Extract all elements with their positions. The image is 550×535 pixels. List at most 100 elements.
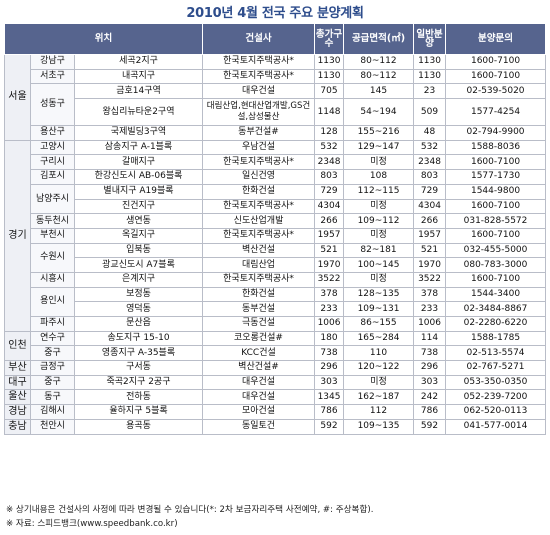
total-units-cell: 3522 (314, 271, 345, 288)
site-cell: 죽곡2지구 2공구 (73, 374, 204, 391)
total-units-cell: 303 (314, 374, 345, 391)
inquiry-cell: 02-794-9900 (445, 125, 547, 141)
developer-cell: 우남건설 (202, 139, 316, 156)
inquiry-cell: 02-513-5574 (445, 345, 547, 362)
inquiry-cell: 062-520-0113 (445, 404, 547, 420)
developer-cell: 코오롱건설# (202, 330, 316, 347)
site-cell: 세곡2지구 (73, 54, 204, 70)
inquiry-cell: 1600-7100 (445, 68, 547, 85)
total-units-cell: 1345 (314, 389, 345, 406)
table-row: 서초구 내곡지구 한국토지주택공사* 1130 80~112 1130 1600-7100 (5, 68, 547, 85)
site-cell: 전하동 (73, 389, 204, 406)
table-row: 왕십리뉴타운2구역 대림산업,현대산업개발,GS건설,삼성물산 1148 54~194… (5, 98, 547, 127)
general-sale-cell: 532 (413, 139, 447, 156)
inquiry-cell: 1600-7100 (445, 154, 547, 171)
inquiry-cell: 02-2280-6220 (445, 316, 547, 332)
area-cell: 80~112 (343, 68, 415, 85)
header-inquiry: 분양문의 (445, 23, 547, 55)
general-sale-cell: 1957 (413, 227, 447, 244)
general-sale-cell: 1970 (413, 257, 447, 273)
site-cell: 별내지구 A19블록 (73, 183, 204, 200)
developer-cell: 대우건설 (202, 389, 316, 406)
developer-cell: 한국토지주택공사* (202, 198, 316, 215)
general-sale-cell: 48 (413, 125, 447, 141)
table-row: 영덕동 동부건설 233 109~131 233 02-3484-8867 (5, 301, 547, 317)
total-units-cell: 729 (314, 183, 345, 200)
site-cell: 은계지구 (73, 271, 204, 288)
table-row: 수원시 입북동 벽산건설 521 82~181 521 032-455-5000 (5, 242, 547, 273)
region-cell: 충남 (4, 418, 31, 435)
area-cell: 100~145 (343, 257, 415, 273)
general-sale-cell: 521 (413, 242, 447, 259)
area-cell: 54~194 (343, 98, 415, 127)
table-body: 서울 강남구 세곡2지구 한국토지주택공사* 1130 80~112 1130 1600-71… (4, 54, 547, 435)
region-cell: 대구 (4, 374, 31, 391)
table-row: 용인시 보정동 한화건설 378 128~135 378 1544-3400 (5, 286, 547, 318)
area-cell: 80~112 (343, 54, 415, 70)
site-cell: 삼송지구 A-1블록 (73, 139, 204, 156)
area-cell: 미정 (343, 227, 415, 244)
inquiry-cell: 02-3484-8867 (445, 301, 547, 317)
area-cell: 109~135 (343, 418, 415, 435)
total-units-cell: 1006 (314, 316, 345, 332)
area-cell: 미정 (343, 271, 415, 288)
area-cell: 108 (343, 169, 415, 185)
city-cell: 중구 (30, 374, 75, 391)
total-units-cell: 4304 (314, 198, 345, 215)
city-cell: 연수구 (30, 330, 75, 347)
developer-cell: 한국토지주택공사* (202, 227, 316, 244)
developer-cell: 한화건설 (202, 183, 316, 200)
developer-cell: 한국토지주택공사* (202, 68, 316, 85)
site-cell: 생연동 (73, 213, 204, 229)
header-row: 위치 건설사 총가구수 공급면적(㎡) 일반분양 분양문의 (3, 23, 547, 55)
general-sale-cell: 114 (413, 330, 447, 347)
table-row: 경기 고양시 삼송지구 A-1블록 우남건설 532 129~147 532 1588-803… (4, 139, 547, 332)
site-cell: 문산읍 (73, 316, 204, 332)
total-units-cell: 705 (314, 83, 345, 100)
area-cell: 86~155 (343, 316, 415, 332)
city-cell: 김해시 (30, 404, 75, 420)
site-cell: 송도지구 15-10 (73, 330, 204, 347)
region-cell: 경남 (4, 404, 31, 420)
total-units-cell: 266 (314, 213, 345, 229)
footnote-changes: ※ 상기내용은 건설사의 사정에 따라 변경될 수 있습니다(*: 2차 보금자… (6, 505, 374, 515)
inquiry-cell: 041-577-0014 (445, 418, 547, 435)
site-cell: 갈매지구 (73, 154, 204, 171)
region-cell: 인천 (4, 330, 31, 362)
city-cell: 천안시 (30, 418, 75, 435)
table-row: 대구 중구 죽곡2지구 2공구 대우건설 303 미정 303 053-350-0350 (4, 374, 547, 391)
developer-cell: 벽산건설# (202, 360, 316, 376)
city-cell: 중구 (30, 345, 75, 362)
inquiry-cell: 1600-7100 (445, 54, 547, 70)
area-cell: 155~216 (343, 125, 415, 141)
total-units-cell: 786 (314, 404, 345, 420)
total-units-cell: 532 (314, 139, 345, 156)
inquiry-cell: 031-828-5572 (445, 213, 547, 229)
developer-cell: 신도산업개발 (202, 213, 316, 229)
developer-cell: 한화건설 (202, 286, 316, 303)
site-cell: 국제빌딩3구역 (73, 125, 204, 141)
area-cell: 145 (343, 83, 415, 100)
site-cell: 입북동 (73, 242, 204, 259)
city-cell: 강남구 (30, 54, 75, 70)
header-general-sale: 일반분양 (413, 23, 447, 55)
area-cell: 112~115 (343, 183, 415, 200)
general-sale-cell: 3522 (413, 271, 447, 288)
inquiry-cell: 052-239-7200 (445, 389, 547, 406)
site-cell: 용곡동 (73, 418, 204, 435)
inquiry-cell: 080-783-3000 (445, 257, 547, 273)
developer-cell: 한국토지주택공사* (202, 54, 316, 70)
footnotes: ※ 상기내용은 건설사의 사정에 따라 변경될 수 있습니다(*: 2차 보금자… (6, 503, 546, 531)
inquiry-cell: 1600-7100 (445, 227, 547, 244)
area-cell: 129~147 (343, 139, 415, 156)
table-row: 남양주시 별내지구 A19블록 한화건설 729 112~115 729 1544-9800 (5, 183, 547, 215)
general-sale-cell: 738 (413, 345, 447, 362)
total-units-cell: 1148 (314, 98, 345, 127)
region-cell: 서울 (4, 54, 31, 141)
table-row: 용산구 국제빌딩3구역 동부건설# 128 155~216 48 02-794-9900 (5, 125, 547, 141)
developer-cell: 한국토지주택공사* (202, 154, 316, 171)
site-cell: 옥길지구 (73, 227, 204, 244)
inquiry-cell: 1588-8036 (445, 139, 547, 156)
table-row: 경남 김해시 율하지구 5블록 모아건설 786 112 786 062-520-0113 (4, 404, 547, 420)
total-units-cell: 1130 (314, 54, 345, 70)
